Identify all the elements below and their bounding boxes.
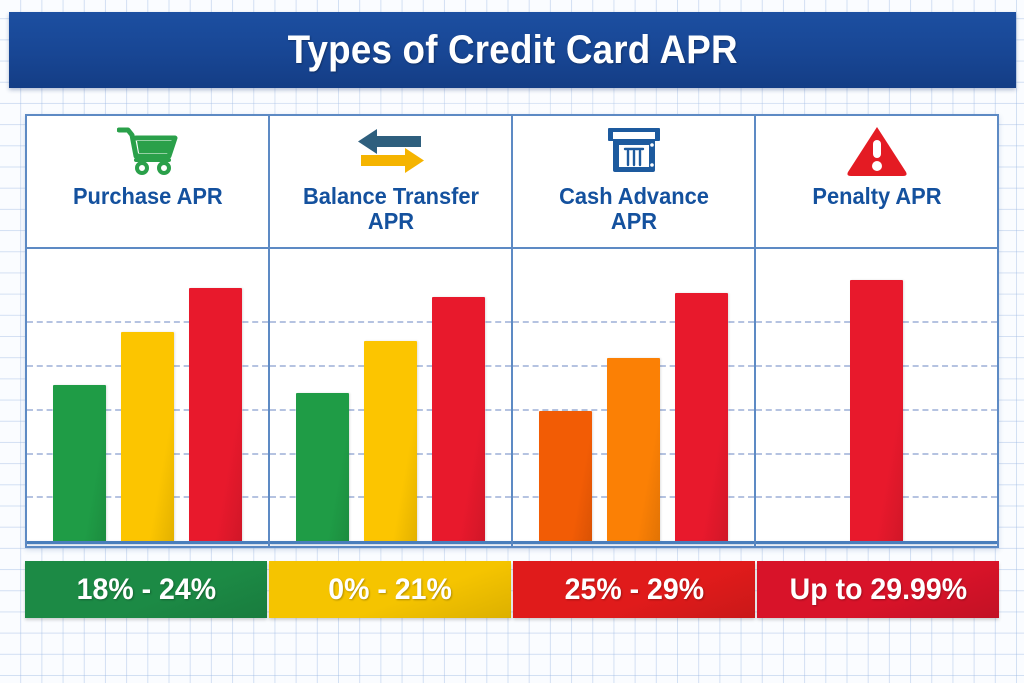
bar-group-balance-transfer-apr — [270, 262, 511, 542]
bar — [850, 279, 903, 542]
apr-range-band-purchase[interactable]: 18% - 24% — [25, 561, 267, 618]
apr-range-band-row: 18% - 24% 0% - 21% 25% - 29% Up to 29.99… — [25, 561, 999, 618]
bar — [607, 358, 660, 542]
bar — [675, 292, 728, 542]
apr-range-value: 18% - 24% — [76, 572, 216, 606]
category-label: Penalty APR — [811, 183, 942, 209]
bar — [121, 332, 174, 542]
infographic-panel: Purchase APR Balance Transfer APR — [25, 114, 999, 548]
bar-group-cash-advance-apr — [513, 262, 754, 542]
axis-baseline — [756, 541, 997, 544]
category-header-balance-transfer-apr[interactable]: Balance Transfer APR — [270, 116, 513, 247]
apr-range-band-balance-transfer[interactable]: 0% - 21% — [269, 561, 511, 618]
axis-baseline — [27, 541, 268, 544]
category-header-penalty-apr[interactable]: Penalty APR — [756, 116, 997, 247]
category-header-purchase-apr[interactable]: Purchase APR — [27, 116, 270, 247]
category-label: Balance Transfer APR — [302, 183, 479, 234]
bar — [296, 393, 349, 542]
chart-cell-balance-transfer-apr — [270, 249, 513, 548]
axis-baseline — [513, 541, 754, 544]
chart-cell-cash-advance-apr — [513, 249, 756, 548]
axis-baseline — [270, 541, 511, 544]
category-label: Purchase APR — [72, 183, 223, 209]
warning-triangle-icon — [846, 122, 908, 180]
bar — [189, 288, 242, 542]
apr-range-value: Up to 29.99% — [789, 572, 967, 606]
page-title: Types of Credit Card APR — [287, 27, 738, 72]
apr-range-band-penalty[interactable]: Up to 29.99% — [757, 561, 999, 618]
category-label: Cash Advance APR — [558, 183, 709, 234]
category-header-row: Purchase APR Balance Transfer APR — [27, 116, 997, 249]
apr-range-value: 25% - 29% — [564, 572, 704, 606]
chart-cell-penalty-apr — [756, 249, 997, 548]
bar-chart-area — [27, 249, 997, 548]
title-banner: Types of Credit Card APR — [9, 12, 1016, 88]
category-header-cash-advance-apr[interactable]: Cash Advance APR — [513, 116, 756, 247]
bar — [364, 340, 417, 542]
atm-machine-icon — [605, 122, 663, 180]
bar-group-penalty-apr — [756, 262, 997, 542]
bar-group-purchase-apr — [27, 262, 268, 542]
shopping-cart-icon — [116, 122, 179, 180]
apr-range-band-cash-advance[interactable]: 25% - 29% — [513, 561, 755, 618]
apr-range-value: 0% - 21% — [328, 572, 452, 606]
transfer-arrows-icon — [355, 122, 427, 180]
bar — [432, 297, 485, 542]
bar — [539, 410, 592, 542]
bar — [53, 384, 106, 542]
chart-cell-purchase-apr — [27, 249, 270, 548]
